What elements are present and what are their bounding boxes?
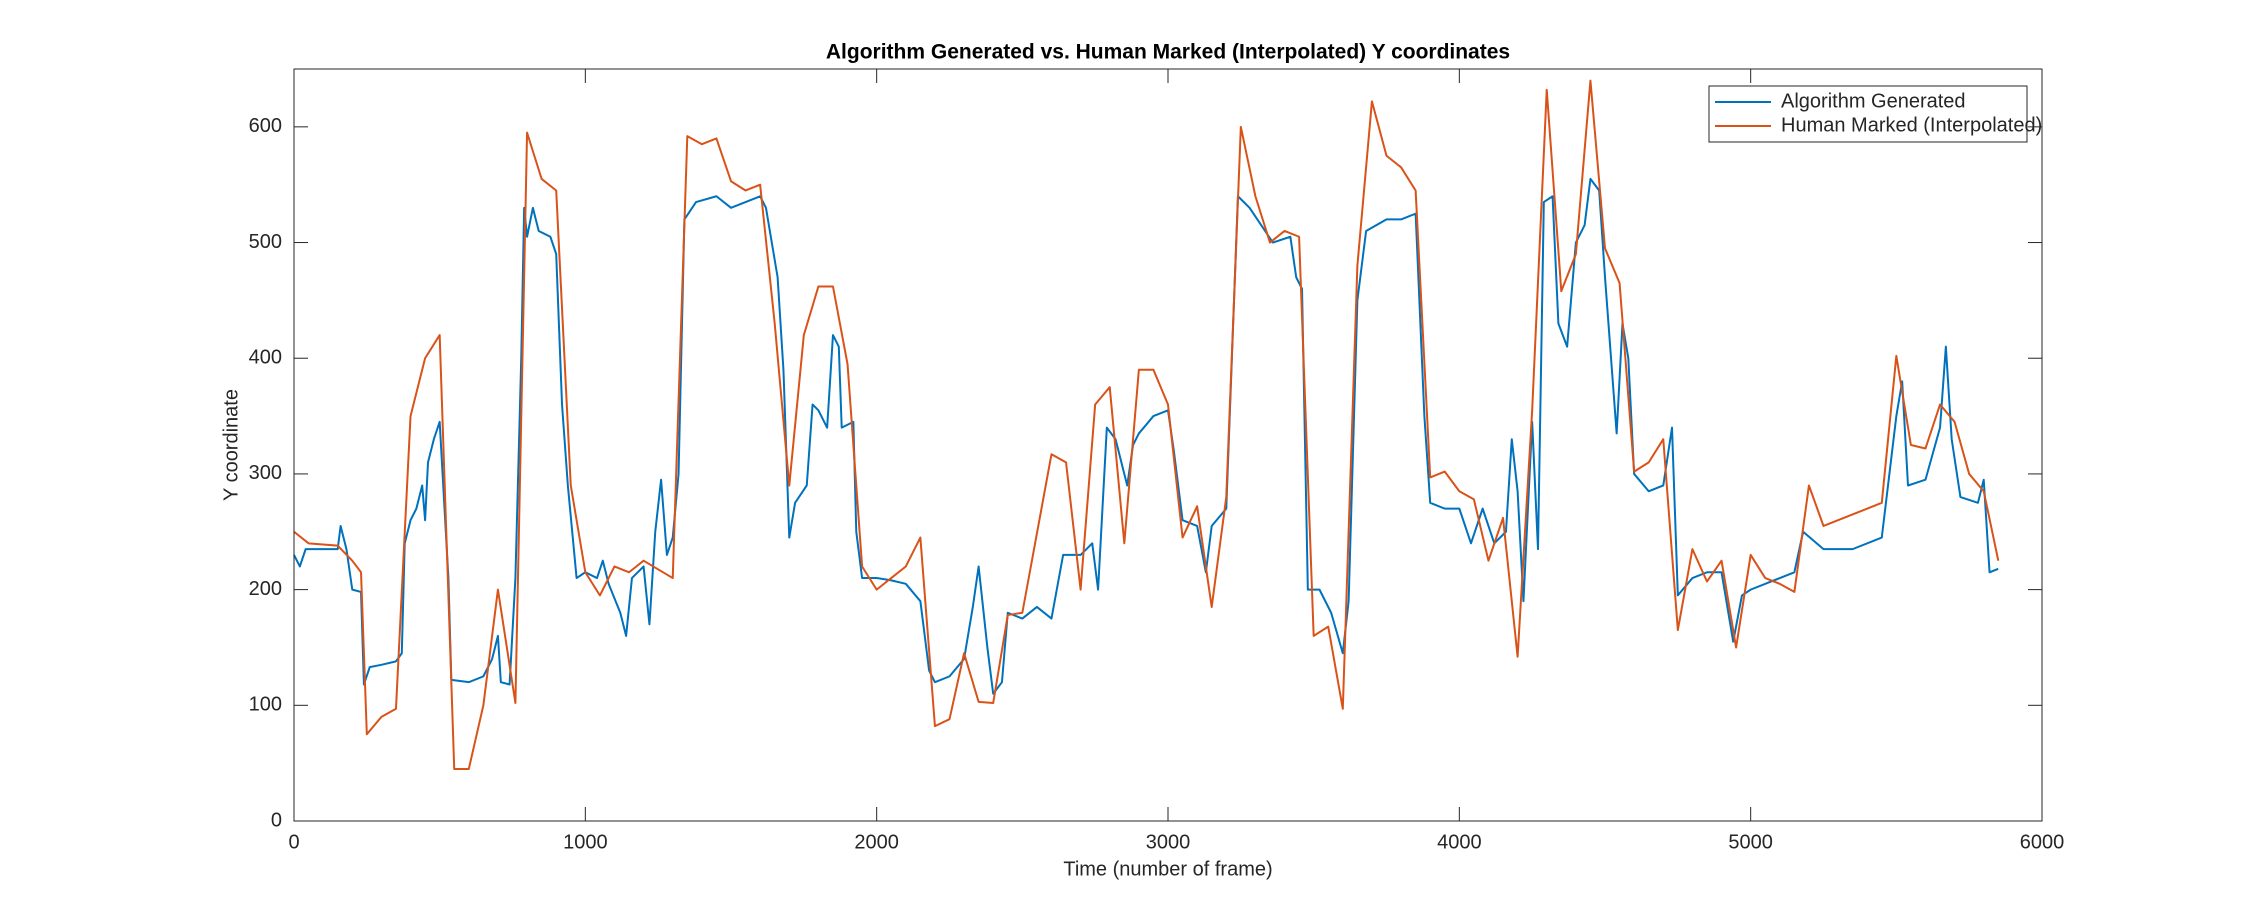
y-tick-label: 300 <box>249 462 282 484</box>
x-tick-label: 3000 <box>1146 831 1191 853</box>
x-tick-label: 2000 <box>854 831 899 853</box>
legend-box <box>1708 85 2028 143</box>
x-tick-label: 0 <box>288 831 299 853</box>
legend-label: Human Marked (Interpolated) <box>1781 114 2042 136</box>
x-tick-label: 4000 <box>1437 831 1482 853</box>
y-axis-label: Y coordinate <box>220 389 242 501</box>
y-tick-label: 200 <box>249 578 282 600</box>
y-tick-label: 500 <box>249 231 282 253</box>
y-tick-label: 400 <box>249 347 282 369</box>
x-axis-label: Time (number of frame) <box>1063 858 1272 880</box>
y-tick-label: 600 <box>249 115 282 137</box>
y-tick-label: 0 <box>271 809 282 831</box>
y-tick-label: 100 <box>249 694 282 716</box>
series-line <box>293 79 2000 770</box>
x-tick-label: 5000 <box>1728 831 1773 853</box>
chart-title: Algorithm Generated vs. Human Marked (In… <box>826 41 1510 64</box>
x-tick-label: 6000 <box>2020 831 2065 853</box>
legend-label: Algorithm Generated <box>1781 90 1966 112</box>
x-tick-label: 1000 <box>563 831 608 853</box>
plot-box <box>293 68 2043 822</box>
